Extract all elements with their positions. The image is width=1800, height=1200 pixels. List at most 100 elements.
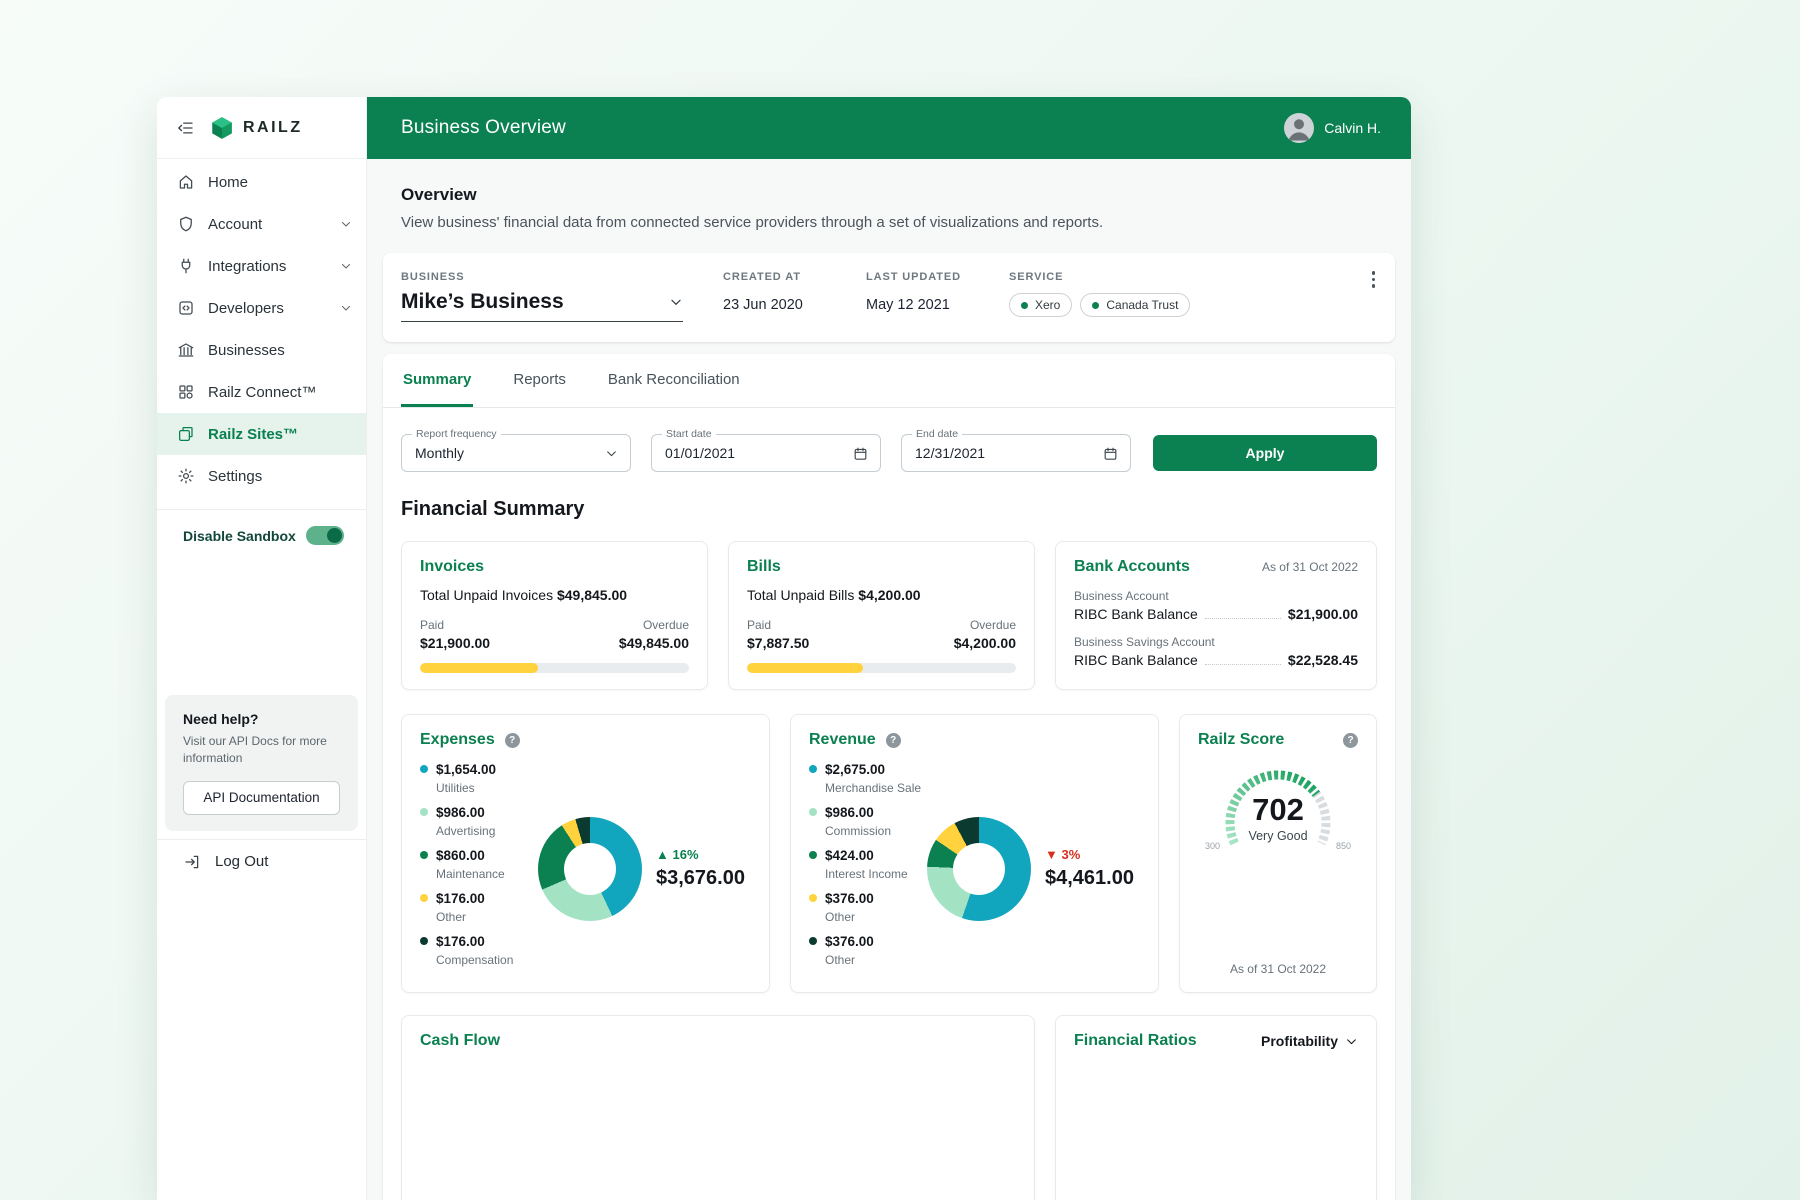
end-date-input[interactable]: [915, 445, 1103, 461]
overdue-value: $49,845.00: [618, 635, 689, 651]
tab-bar: Summary Reports Bank Reconciliation: [383, 354, 1395, 408]
last-updated-label: LAST UPDATED: [866, 271, 961, 283]
sidebar-item-businesses[interactable]: Businesses: [157, 329, 366, 371]
logout-button[interactable]: Log Out: [157, 838, 366, 884]
status-dot: [1021, 301, 1028, 309]
sidebar-item-railz-sites[interactable]: Railz Sites™: [157, 413, 366, 455]
overview-subtitle: View business' financial data from conne…: [401, 214, 1104, 231]
sidebar-item-developers[interactable]: Developers: [157, 287, 366, 329]
bank-account-row: Business Savings Account RIBC Bank Balan…: [1074, 635, 1358, 668]
help-question-icon[interactable]: [1343, 732, 1358, 748]
help-box: Need help? Visit our API Docs for more i…: [165, 695, 358, 831]
bank-accounts-as-of: As of 31 Oct 2022: [1261, 560, 1358, 574]
invoices-card: Invoices Total Unpaid Invoices $49,845.0…: [401, 541, 708, 690]
railz-logo-text: RAILZ: [243, 118, 303, 136]
legend-dot: [809, 808, 817, 816]
expenses-delta: ▲ 16%: [656, 847, 745, 862]
main-area: Business Overview Calvin H. Overview Vie…: [367, 97, 1411, 1200]
legend-label: Merchandise Sale: [825, 781, 922, 795]
calendar-icon[interactable]: [1103, 446, 1118, 461]
expenses-value-block: ▲ 16% $3,676.00: [656, 847, 745, 890]
paid-value: $21,900.00: [420, 635, 491, 651]
service-chip-label: Canada Trust: [1106, 298, 1179, 312]
railz-logo-icon: [209, 115, 235, 141]
invoices-total: Total Unpaid Invoices $49,845.00: [420, 587, 689, 603]
summary-panel: Summary Reports Bank Reconciliation Repo…: [383, 354, 1395, 1200]
help-title: Need help?: [183, 711, 259, 727]
kebab-menu-icon[interactable]: [1370, 269, 1378, 290]
tab-reports[interactable]: Reports: [513, 370, 566, 388]
help-question-icon[interactable]: [504, 732, 520, 748]
sidebar-item-label: Integrations: [208, 257, 287, 275]
legend-item: $986.00 Commission: [809, 804, 927, 838]
legend-label: Interest Income: [825, 867, 908, 881]
service-chip-label: Xero: [1035, 298, 1061, 312]
ratio-type-select[interactable]: Profitability: [1261, 1033, 1358, 1049]
help-text: Visit our API Docs for more information: [183, 734, 327, 766]
bank-account-row: Business Account RIBC Bank Balance $21,9…: [1074, 589, 1358, 622]
legend-label: Maintenance: [436, 867, 505, 881]
sidebar-item-account[interactable]: Account: [157, 203, 366, 245]
account-balance: $21,900.00: [1287, 606, 1358, 622]
bills-paid-overdue-labels: Paid Overdue: [747, 618, 1016, 632]
collapse-menu-icon[interactable]: [177, 119, 195, 137]
sidebar-nav: Home Account Integrations Developers Bus…: [157, 159, 366, 497]
railz-score-gauge: 702 Very Good 300 850: [1205, 765, 1351, 861]
arrow-down-icon: ▼: [1045, 847, 1058, 862]
api-documentation-button[interactable]: API Documentation: [183, 780, 340, 815]
financial-summary-title: Financial Summary: [401, 498, 585, 520]
sidebar: RAILZ Home Account Integrations Develope…: [157, 97, 367, 1200]
business-selector-card: BUSINESS Mike’s Business CREATED AT 23 J…: [383, 253, 1395, 342]
dotted-leader: [1204, 664, 1281, 665]
railz-score-max: 850: [1335, 841, 1351, 851]
end-date-field[interactable]: End date: [901, 428, 1131, 472]
calendar-icon[interactable]: [853, 446, 868, 461]
help-question-icon[interactable]: [885, 732, 901, 748]
report-frequency-select[interactable]: Report frequency Monthly: [401, 428, 631, 472]
integrations-icon: [177, 257, 195, 275]
legend-amount: $1,654.00: [436, 762, 497, 777]
sidebar-item-integrations[interactable]: Integrations: [157, 245, 366, 287]
sidebar-item-railz-connect[interactable]: Railz Connect™: [157, 371, 366, 413]
start-date-input[interactable]: [665, 445, 853, 461]
last-updated-value: May 12 2021: [866, 297, 950, 313]
toggle-knob: [327, 528, 342, 543]
revenue-header: Revenue: [809, 731, 1140, 749]
paid-label: Paid: [747, 618, 772, 632]
updated-column: LAST UPDATED May 12 2021: [866, 271, 1009, 322]
legend-dot: [420, 765, 428, 773]
bills-total-value: $4,200.00: [858, 587, 921, 603]
legend-item: $176.00 Compensation: [420, 933, 538, 967]
chevron-down-icon: [1347, 1038, 1356, 1044]
legend-item: $424.00 Interest Income: [809, 847, 927, 881]
bank-accounts-header: Bank Accounts As of 31 Oct 2022: [1074, 558, 1358, 576]
legend-amount: $986.00: [436, 805, 485, 820]
legend-dot: [420, 937, 428, 945]
sidebar-item-settings[interactable]: Settings: [157, 455, 366, 497]
settings-gear-icon: [177, 467, 195, 485]
apply-button[interactable]: Apply: [1153, 435, 1377, 471]
sidebar-item-label: Developers: [208, 299, 284, 317]
account-name: RIBC Bank Balance: [1074, 606, 1198, 622]
legend-item: $1,654.00 Utilities: [420, 761, 538, 795]
sidebar-item-label: Railz Connect™: [208, 383, 317, 401]
created-at-value: 23 Jun 2020: [723, 297, 803, 313]
business-name: Mike’s Business: [401, 290, 564, 313]
overdue-value: $4,200.00: [953, 635, 1016, 651]
overdue-label: Overdue: [642, 618, 689, 632]
revenue-delta-pct: 3%: [1061, 847, 1081, 862]
expenses-card: Expenses $1,654.00 Utilities $986.00 Adver…: [401, 714, 770, 993]
tab-summary[interactable]: Summary: [401, 354, 474, 407]
sidebar-item-home[interactable]: Home: [157, 161, 366, 203]
invoices-progress-bar: [420, 663, 689, 673]
sandbox-toggle[interactable]: [306, 526, 344, 545]
sidebar-header: RAILZ: [157, 97, 366, 159]
railz-sites-icon: [177, 425, 195, 443]
user-menu[interactable]: Calvin H.: [1284, 113, 1381, 143]
start-date-label: Start date: [662, 428, 716, 440]
expenses-header: Expenses: [420, 731, 751, 749]
start-date-field[interactable]: Start date: [651, 428, 881, 472]
business-select[interactable]: Mike’s Business: [401, 290, 683, 322]
service-column: SERVICE Xero Canada Trust: [1009, 271, 1377, 322]
tab-bank-reconciliation[interactable]: Bank Reconciliation: [607, 370, 740, 388]
